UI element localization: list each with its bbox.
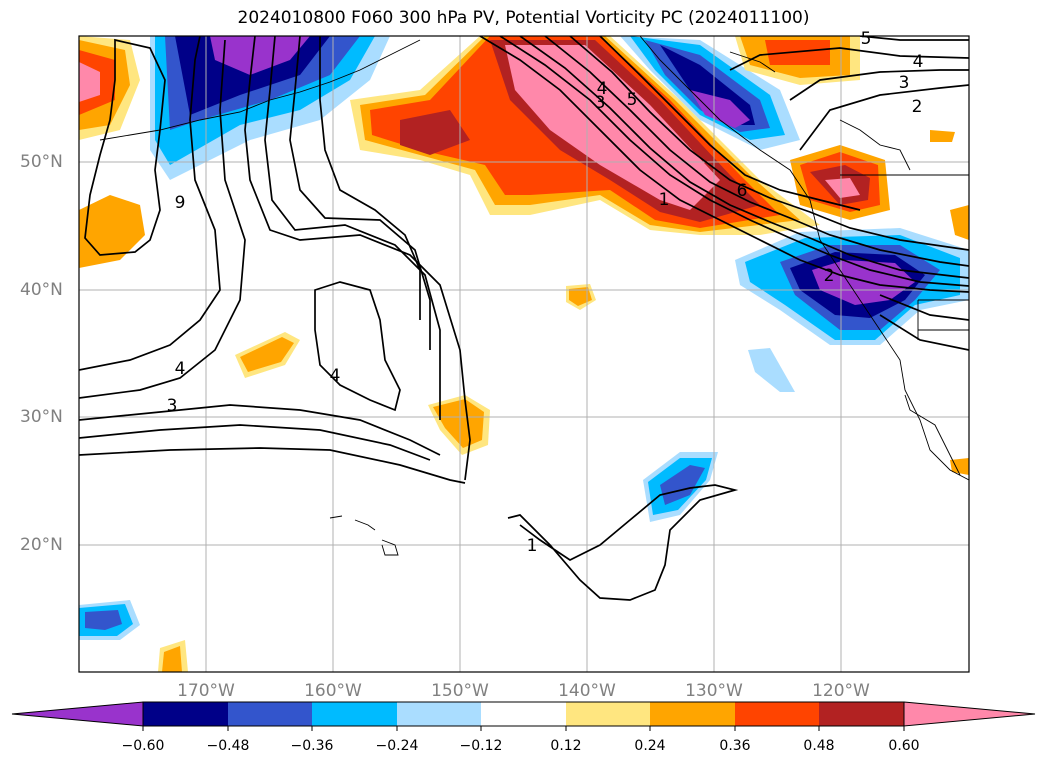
contour-label: 3 — [167, 396, 178, 416]
lon-label: 170°W — [177, 681, 235, 701]
colorbar-seg — [143, 702, 228, 726]
lon-label: 130°W — [685, 681, 743, 701]
colorbar-tick-label: −0.24 — [375, 738, 419, 754]
neg-anomaly-se-5 — [812, 260, 915, 305]
pos-anomaly-coast-4 — [825, 178, 860, 198]
contour-label: 4 — [330, 366, 341, 386]
colorbar-seg — [819, 702, 904, 726]
colorbar-seg — [312, 702, 397, 726]
pos-anomaly-band-core — [505, 45, 720, 210]
pos-blob-4b — [162, 646, 182, 672]
lon-label: 160°W — [304, 681, 362, 701]
lon-label: 120°W — [812, 681, 870, 701]
pos-blob-1b — [569, 287, 592, 306]
colorbar-tick-label: −0.12 — [459, 738, 503, 754]
pv-contours — [79, 36, 969, 601]
colorbar-tick-label: 0.48 — [803, 738, 835, 754]
contour-label: 2 — [912, 97, 923, 117]
lat-label: 30°N — [20, 407, 63, 427]
colorbar-seg — [481, 702, 566, 726]
chart-title: 2024010800 F060 300 hPa PV, Potential Vo… — [237, 8, 810, 28]
contour-label: 5 — [627, 90, 638, 110]
pos-anomaly-west-4 — [79, 62, 100, 102]
lat-label: 40°N — [20, 280, 63, 300]
pos-blob-2b — [240, 337, 294, 372]
pos-blob-7 — [950, 458, 969, 475]
pos-blob-5 — [930, 130, 955, 142]
lon-label: 150°W — [431, 681, 489, 701]
contour-label: 5 — [861, 29, 872, 49]
contour-label: 1 — [659, 190, 670, 210]
colorbar-tick-label: −0.36 — [290, 738, 334, 754]
anomaly-fill-layer — [79, 36, 969, 672]
pos-anomaly-band-dark — [400, 110, 470, 155]
contour-label: 3 — [899, 73, 910, 93]
neg-anomaly-ne-5 — [690, 90, 750, 128]
gridlines — [79, 36, 969, 672]
lon-label: 140°W — [558, 681, 616, 701]
lat-label: 50°N — [20, 152, 63, 172]
contour-label: 4 — [597, 79, 608, 99]
colorbar-seg — [735, 702, 819, 726]
colorbar-tick-label: 0.60 — [888, 738, 920, 754]
contour-label: 3 — [595, 93, 606, 113]
colorbar-tick-label: −0.60 — [121, 738, 165, 754]
contour-labels: 5 4 3 2 9 4 3 4 4 3 5 6 1 2 1 — [167, 29, 924, 556]
coastlines — [99, 36, 969, 556]
contour-label: 4 — [175, 359, 186, 379]
neg-anomaly-nw-5 — [210, 36, 310, 75]
pos-blob-3b — [433, 399, 484, 448]
neg-blob-2c — [660, 465, 705, 505]
colorbar-extend-high — [903, 701, 1036, 727]
pos-blob-6 — [950, 205, 969, 240]
colorbar-tick-label: −0.48 — [206, 738, 250, 754]
colorbar-seg — [566, 702, 650, 726]
colorbar-extend-low — [11, 701, 144, 727]
contour-label: 6 — [737, 181, 748, 201]
colorbar-seg — [228, 702, 312, 726]
lat-label: 20°N — [20, 535, 63, 555]
contour-label: 2 — [824, 266, 835, 286]
contour-label: 9 — [175, 193, 186, 213]
neg-blob-1 — [748, 348, 795, 392]
colorbar — [11, 701, 1036, 731]
colorbar-seg — [650, 702, 735, 726]
colorbar-tick-label: 0.12 — [550, 738, 582, 754]
plot-frame — [78, 35, 970, 673]
colorbar-tick-label: 0.36 — [719, 738, 751, 754]
neg-blob-3c — [85, 610, 122, 630]
colorbar-tick-label: 0.24 — [634, 738, 666, 754]
colorbar-seg — [397, 702, 481, 726]
contour-label: 1 — [527, 536, 538, 556]
contour-label: 4 — [913, 52, 924, 72]
